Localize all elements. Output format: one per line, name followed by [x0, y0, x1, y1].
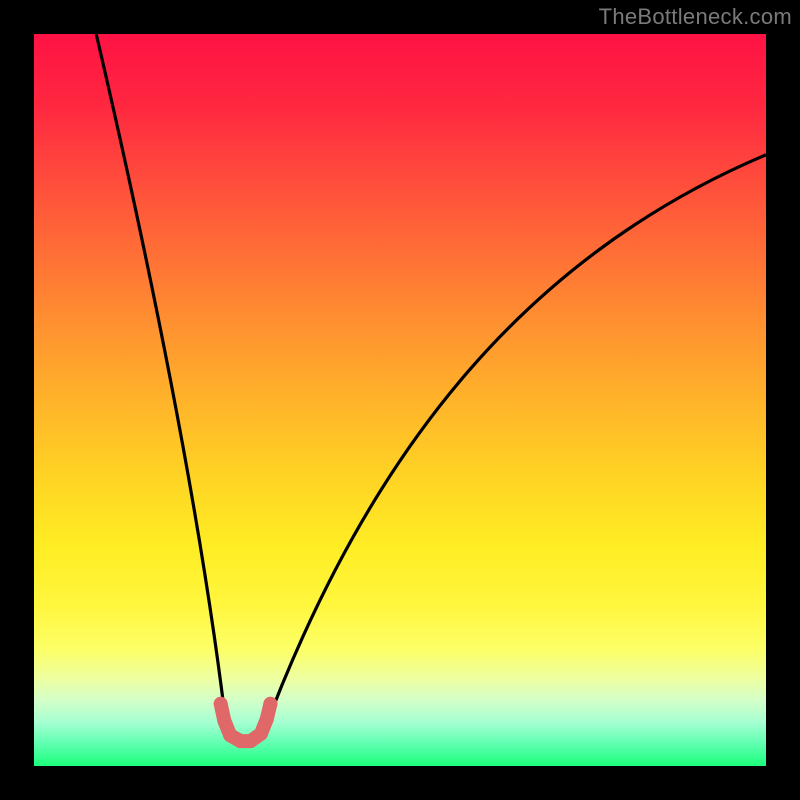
valley-marker-dot [254, 727, 268, 741]
valley-marker-dot [260, 712, 274, 726]
valley-marker-dot [263, 697, 277, 711]
watermark-label: TheBottleneck.com [599, 4, 792, 30]
gradient-background [34, 34, 766, 766]
chart-canvas: TheBottleneck.com [0, 0, 800, 800]
chart-svg [0, 0, 800, 800]
valley-marker-dot [214, 697, 228, 711]
valley-marker-dot [217, 714, 231, 728]
